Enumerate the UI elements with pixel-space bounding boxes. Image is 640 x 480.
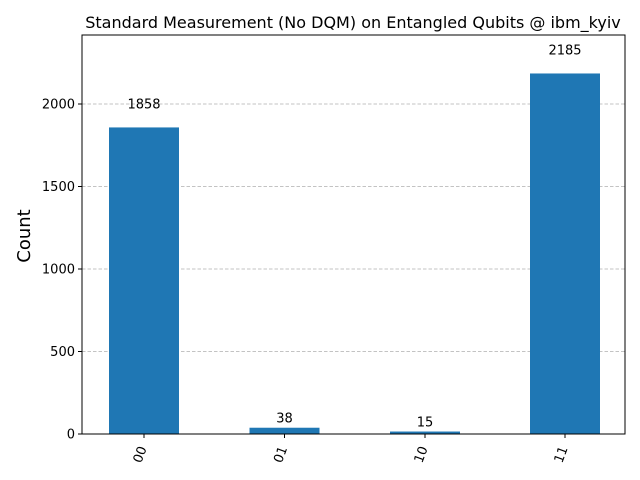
x-axis-ticks: 00 01 10 11 — [131, 434, 572, 465]
chart-title: Standard Measurement (No DQM) on Entangl… — [85, 13, 621, 33]
y-tick-label: 2000 — [42, 98, 75, 113]
x-tick-label: 10 — [412, 444, 432, 465]
plot-frame — [81, 34, 626, 435]
data-label-11: 2185 — [548, 43, 581, 58]
y-tick-label: 1500 — [42, 180, 75, 195]
x-tick-label: 01 — [271, 444, 291, 465]
data-label-10: 15 — [417, 416, 434, 431]
y-tick-label: 1000 — [42, 263, 75, 278]
bar-01 — [249, 427, 320, 434]
bar-00 — [109, 127, 179, 435]
y-tick-label: 500 — [50, 345, 75, 360]
x-tick-label: 00 — [131, 444, 151, 465]
data-label-00: 1858 — [127, 97, 160, 112]
y-axis-ticks: 0 500 1000 1500 2000 — [42, 98, 82, 443]
bars — [109, 73, 600, 435]
bar-11 — [530, 73, 600, 434]
bar-10 — [390, 431, 460, 434]
y-axis-label: Count — [14, 209, 35, 262]
data-label-01: 38 — [276, 412, 293, 427]
y-tick-label: 0 — [67, 428, 75, 443]
x-tick-label: 11 — [552, 444, 572, 465]
data-labels: 1858 38 15 2185 — [127, 43, 581, 430]
